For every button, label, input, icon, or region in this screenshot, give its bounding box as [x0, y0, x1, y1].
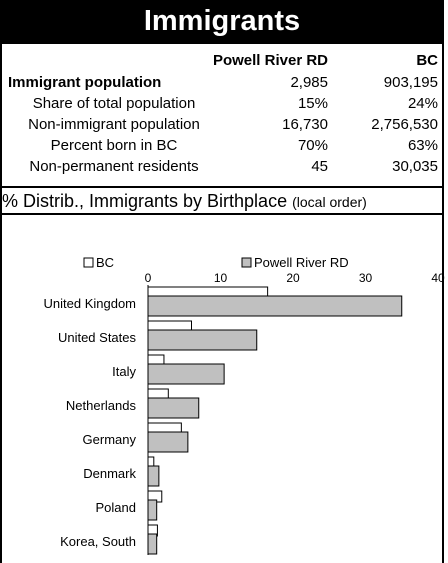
- x-tick-label: 20: [286, 271, 300, 285]
- bar-region: [147, 329, 258, 351]
- bar-region: [147, 499, 158, 521]
- column-header-region: Powell River RD: [212, 52, 328, 69]
- table-row: Share of total population 15% 24%: [2, 94, 440, 116]
- row-value-province: 30,035: [392, 158, 438, 175]
- category-label: United States: [58, 330, 137, 345]
- legend-swatch: [83, 257, 94, 268]
- bar-region: [147, 397, 200, 419]
- chart-title: % Distrib., Immigrants by Birthplace (lo…: [2, 189, 448, 214]
- row-value-province: 24%: [407, 95, 438, 112]
- category-label: Italy: [112, 364, 136, 379]
- x-tick-label: 30: [359, 271, 373, 285]
- row-value-region: 2,985: [290, 74, 328, 91]
- row-label: Immigrant population: [8, 74, 162, 91]
- column-header-province: BC: [416, 52, 438, 69]
- x-tick-label: 10: [214, 271, 228, 285]
- page-title: Immigrants: [143, 5, 301, 37]
- category-label: United Kingdom: [44, 296, 137, 311]
- row-value-province: 63%: [407, 137, 438, 154]
- bar-region: [147, 465, 160, 487]
- chart-divider: [2, 213, 442, 215]
- bar-region: [147, 363, 225, 385]
- row-label: Share of total population: [32, 95, 196, 112]
- bar-region: [147, 431, 189, 453]
- row-value-region: 15%: [297, 95, 328, 112]
- bar-region: [147, 295, 403, 317]
- chart-title-note: (local order): [292, 194, 367, 210]
- table-row: Immigrant population 2,985 903,195: [2, 73, 440, 95]
- row-label: Percent born in BC: [50, 137, 178, 154]
- row-value-province: 903,195: [383, 74, 438, 91]
- bar-region: [147, 533, 158, 555]
- row-label: Non-permanent residents: [29, 158, 199, 175]
- row-label: Non-immigrant population: [28, 116, 200, 133]
- row-value-province: 2,756,530: [371, 116, 438, 133]
- x-tick-label: 40: [431, 271, 445, 285]
- row-value-region: 45: [311, 158, 328, 175]
- chart-title-text: % Distrib., Immigrants by Birthplace: [2, 191, 288, 211]
- legend-label: Powell River RD: [254, 255, 349, 270]
- row-value-region: 70%: [297, 137, 328, 154]
- category-label: Poland: [96, 500, 136, 515]
- category-label: Korea, South: [60, 534, 136, 549]
- legend-label: BC: [96, 255, 114, 270]
- x-tick-label: 0: [145, 271, 152, 285]
- table-row: Non-immigrant population 16,730 2,756,530: [2, 115, 440, 137]
- category-label: Denmark: [83, 466, 136, 481]
- title-banner: Immigrants: [0, 0, 444, 44]
- table-row: Percent born in BC 70% 63%: [2, 136, 440, 158]
- category-label: Germany: [83, 432, 137, 447]
- legend-swatch: [241, 257, 252, 268]
- section-divider: [2, 186, 442, 188]
- row-value-region: 16,730: [282, 116, 328, 133]
- table-row: Non-permanent residents 45 30,035: [2, 157, 440, 179]
- category-label: Netherlands: [66, 398, 137, 413]
